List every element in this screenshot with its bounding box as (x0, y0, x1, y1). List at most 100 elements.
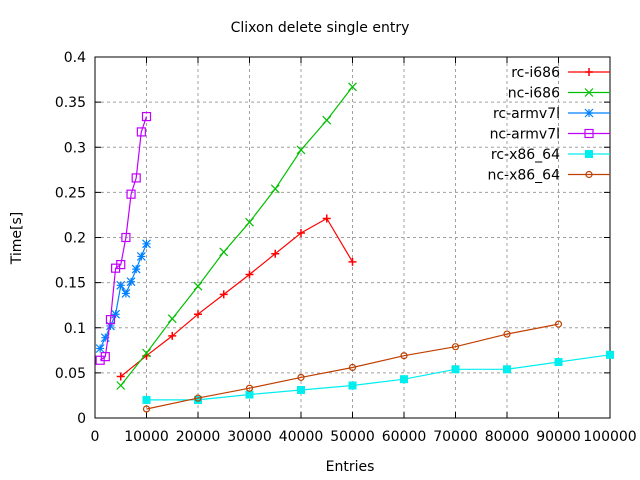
x-tick-label: 50000 (330, 429, 375, 445)
y-tick-label: 0.4 (64, 50, 86, 66)
data-point (348, 82, 357, 92)
series-rc-i686 (116, 214, 357, 381)
data-point (554, 320, 563, 328)
data-point (400, 352, 408, 360)
data-point (106, 321, 115, 331)
x-tick-label: 0 (91, 429, 100, 445)
data-point (126, 189, 136, 199)
data-point (111, 309, 121, 319)
data-point (245, 217, 254, 227)
data-point (121, 289, 131, 298)
legend: rc-i686 nc-i686 rc-armv7l nc-armv7l rc-x86_6… (487, 65, 610, 184)
data-point (348, 257, 357, 266)
data-point (194, 310, 202, 319)
data-point (136, 127, 146, 137)
legend-label: nc-i686 (508, 86, 560, 102)
data-point (584, 108, 594, 118)
ticks: 0 0.05 0.1 0.15 0.2 0.25 0.3 0.35 0.4 0 10000 20000… (55, 50, 637, 445)
data-point (400, 375, 408, 384)
y-axis-label: Time[s] (9, 212, 25, 265)
series-line (99, 116, 148, 361)
series-line (146, 354, 611, 401)
data-point (585, 150, 593, 158)
data-point (322, 115, 332, 125)
data-point (585, 170, 593, 179)
data-point (100, 333, 110, 343)
data-point (142, 239, 151, 249)
data-point (451, 343, 460, 351)
data-point (245, 384, 254, 392)
x-tick-label: 20000 (176, 429, 221, 445)
data-point (131, 264, 141, 274)
data-point (271, 249, 280, 258)
data-point (142, 405, 151, 413)
legend-label: nc-x86_64 (487, 168, 560, 184)
data-point (219, 247, 229, 257)
data-point (131, 173, 141, 183)
data-point (606, 350, 614, 359)
data-point (322, 214, 331, 223)
y-tick-label: 0.25 (55, 185, 86, 201)
data-point (270, 184, 280, 194)
y-tick-label: 0.05 (55, 366, 86, 382)
x-tick-label: 70000 (433, 429, 478, 445)
x-tick-label: 40000 (279, 429, 324, 445)
data-point (116, 372, 125, 381)
data-point (503, 330, 511, 338)
data-point (296, 145, 306, 155)
series-line (99, 243, 148, 349)
data-point (116, 280, 126, 290)
data-point (348, 381, 357, 390)
data-point (126, 277, 136, 287)
series-line (120, 86, 353, 386)
data-point (141, 111, 152, 122)
data-point (554, 358, 563, 367)
plot-border (94, 56, 611, 419)
series-rc-armv7l (95, 239, 151, 353)
data-point (116, 381, 126, 390)
y-tick-label: 0.1 (64, 321, 86, 337)
y-tick-label: 0.3 (64, 140, 86, 156)
series-line (120, 217, 354, 377)
series-rc-x86_64 (142, 350, 614, 404)
x-tick-label: 10000 (124, 429, 169, 445)
series-nc-i686 (116, 82, 357, 390)
data-point (297, 373, 305, 381)
legend-label: rc-x86_64 (491, 147, 560, 163)
legend-label: rc-i686 (511, 65, 560, 81)
data-point (95, 344, 105, 353)
series-line (146, 323, 559, 410)
data-point (136, 252, 146, 261)
data-point (116, 259, 126, 270)
data-point (245, 270, 254, 279)
x-tick-label: 100000 (583, 429, 636, 445)
x-tick-label: 60000 (382, 429, 427, 445)
grid (95, 57, 610, 418)
data-point (142, 348, 151, 358)
data-point (121, 232, 131, 243)
data-point (194, 394, 202, 402)
data-point (503, 365, 511, 374)
data-point (348, 363, 357, 372)
series-nc-armv7l (95, 111, 152, 365)
data-point (297, 386, 305, 395)
data-point (584, 128, 594, 139)
data-point (193, 281, 203, 291)
data-point (167, 314, 177, 324)
legend-label: rc-armv7l (493, 106, 560, 122)
data-point (100, 352, 110, 362)
data-point (105, 315, 116, 325)
data-point (451, 365, 460, 374)
data-point (297, 228, 305, 237)
x-tick-label: 90000 (536, 429, 581, 445)
data-point (168, 331, 177, 340)
x-axis-label: Entries (326, 459, 375, 475)
y-tick-label: 0.2 (64, 231, 86, 247)
data-point (584, 88, 594, 97)
data-point (194, 395, 202, 404)
series-group (95, 82, 614, 413)
data-point (142, 395, 151, 404)
series-nc-x86_64 (142, 320, 563, 413)
chart-title: Clixon delete single entry (231, 20, 410, 36)
